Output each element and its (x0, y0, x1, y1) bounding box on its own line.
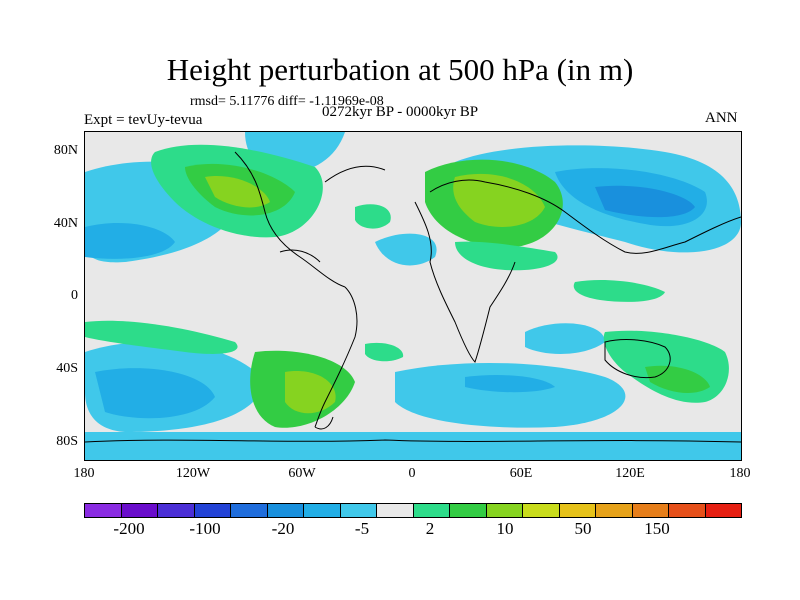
colorbar-label: -200 (113, 519, 145, 538)
experiment-label: Expt = tevUy-tevua (84, 112, 203, 128)
colorbar-swatch-5 (267, 504, 304, 517)
map-panel (84, 131, 742, 461)
lon-label-60e: 60E (509, 466, 533, 481)
colorbar-swatch-0 (85, 504, 122, 517)
lon-label-180w: 180 (73, 466, 95, 481)
colorbar-label: -5 (354, 519, 370, 538)
colorbar-swatch-8 (377, 504, 414, 517)
lon-label-60w: 60W (288, 466, 316, 481)
lon-label-180e: 180 (729, 466, 751, 481)
colorbar-swatch-10 (450, 504, 487, 517)
lon-label-120e: 120E (615, 466, 645, 481)
negative-anomaly-regions (85, 132, 741, 460)
colorbar-label: 10 (496, 519, 514, 538)
period-label: 0272kyr BP - 0000kyr BP (322, 104, 479, 120)
lat-label-40s: 40S (56, 361, 78, 376)
lon-label-0: 0 (408, 466, 416, 481)
colorbar-swatch-6 (304, 504, 341, 517)
colorbar-swatch-16 (669, 504, 706, 517)
colorbar-swatch-13 (559, 504, 596, 517)
colorbar (84, 503, 742, 518)
lat-label-80n: 80N (53, 143, 78, 158)
colorbar-swatch-1 (121, 504, 158, 517)
stats-text: rmsd= 5.11776 diff= -1.11969e-08 (190, 94, 384, 109)
colorbar-label: -20 (271, 519, 295, 538)
colorbar-label: 2 (425, 519, 435, 538)
contour-field (85, 132, 741, 460)
coastlines (85, 151, 741, 443)
lat-label-eq: 0 (71, 288, 78, 303)
colorbar-swatch-2 (158, 504, 195, 517)
colorbar-swatch-14 (596, 504, 633, 517)
colorbar-swatch-4 (231, 504, 268, 517)
colorbar-swatch-11 (486, 504, 523, 517)
colorbar-swatch-7 (340, 504, 377, 517)
positive-anomaly-regions (85, 144, 729, 428)
colorbar-swatch-17 (705, 504, 741, 517)
season-label: ANN (705, 110, 738, 126)
colorbar-label: -100 (189, 519, 221, 538)
colorbar-label: 150 (644, 519, 670, 538)
lon-label-120w: 120W (175, 466, 211, 481)
colorbar-swatch-15 (632, 504, 669, 517)
lat-label-80s: 80S (56, 434, 78, 449)
lat-label-40n: 40N (53, 216, 78, 231)
colorbar-swatch-12 (523, 504, 560, 517)
colorbar-label: 50 (574, 519, 592, 538)
colorbar-swatch-9 (413, 504, 450, 517)
plot-title: Height perturbation at 500 hPa (in m) (166, 52, 634, 87)
colorbar-swatch-3 (194, 504, 231, 517)
